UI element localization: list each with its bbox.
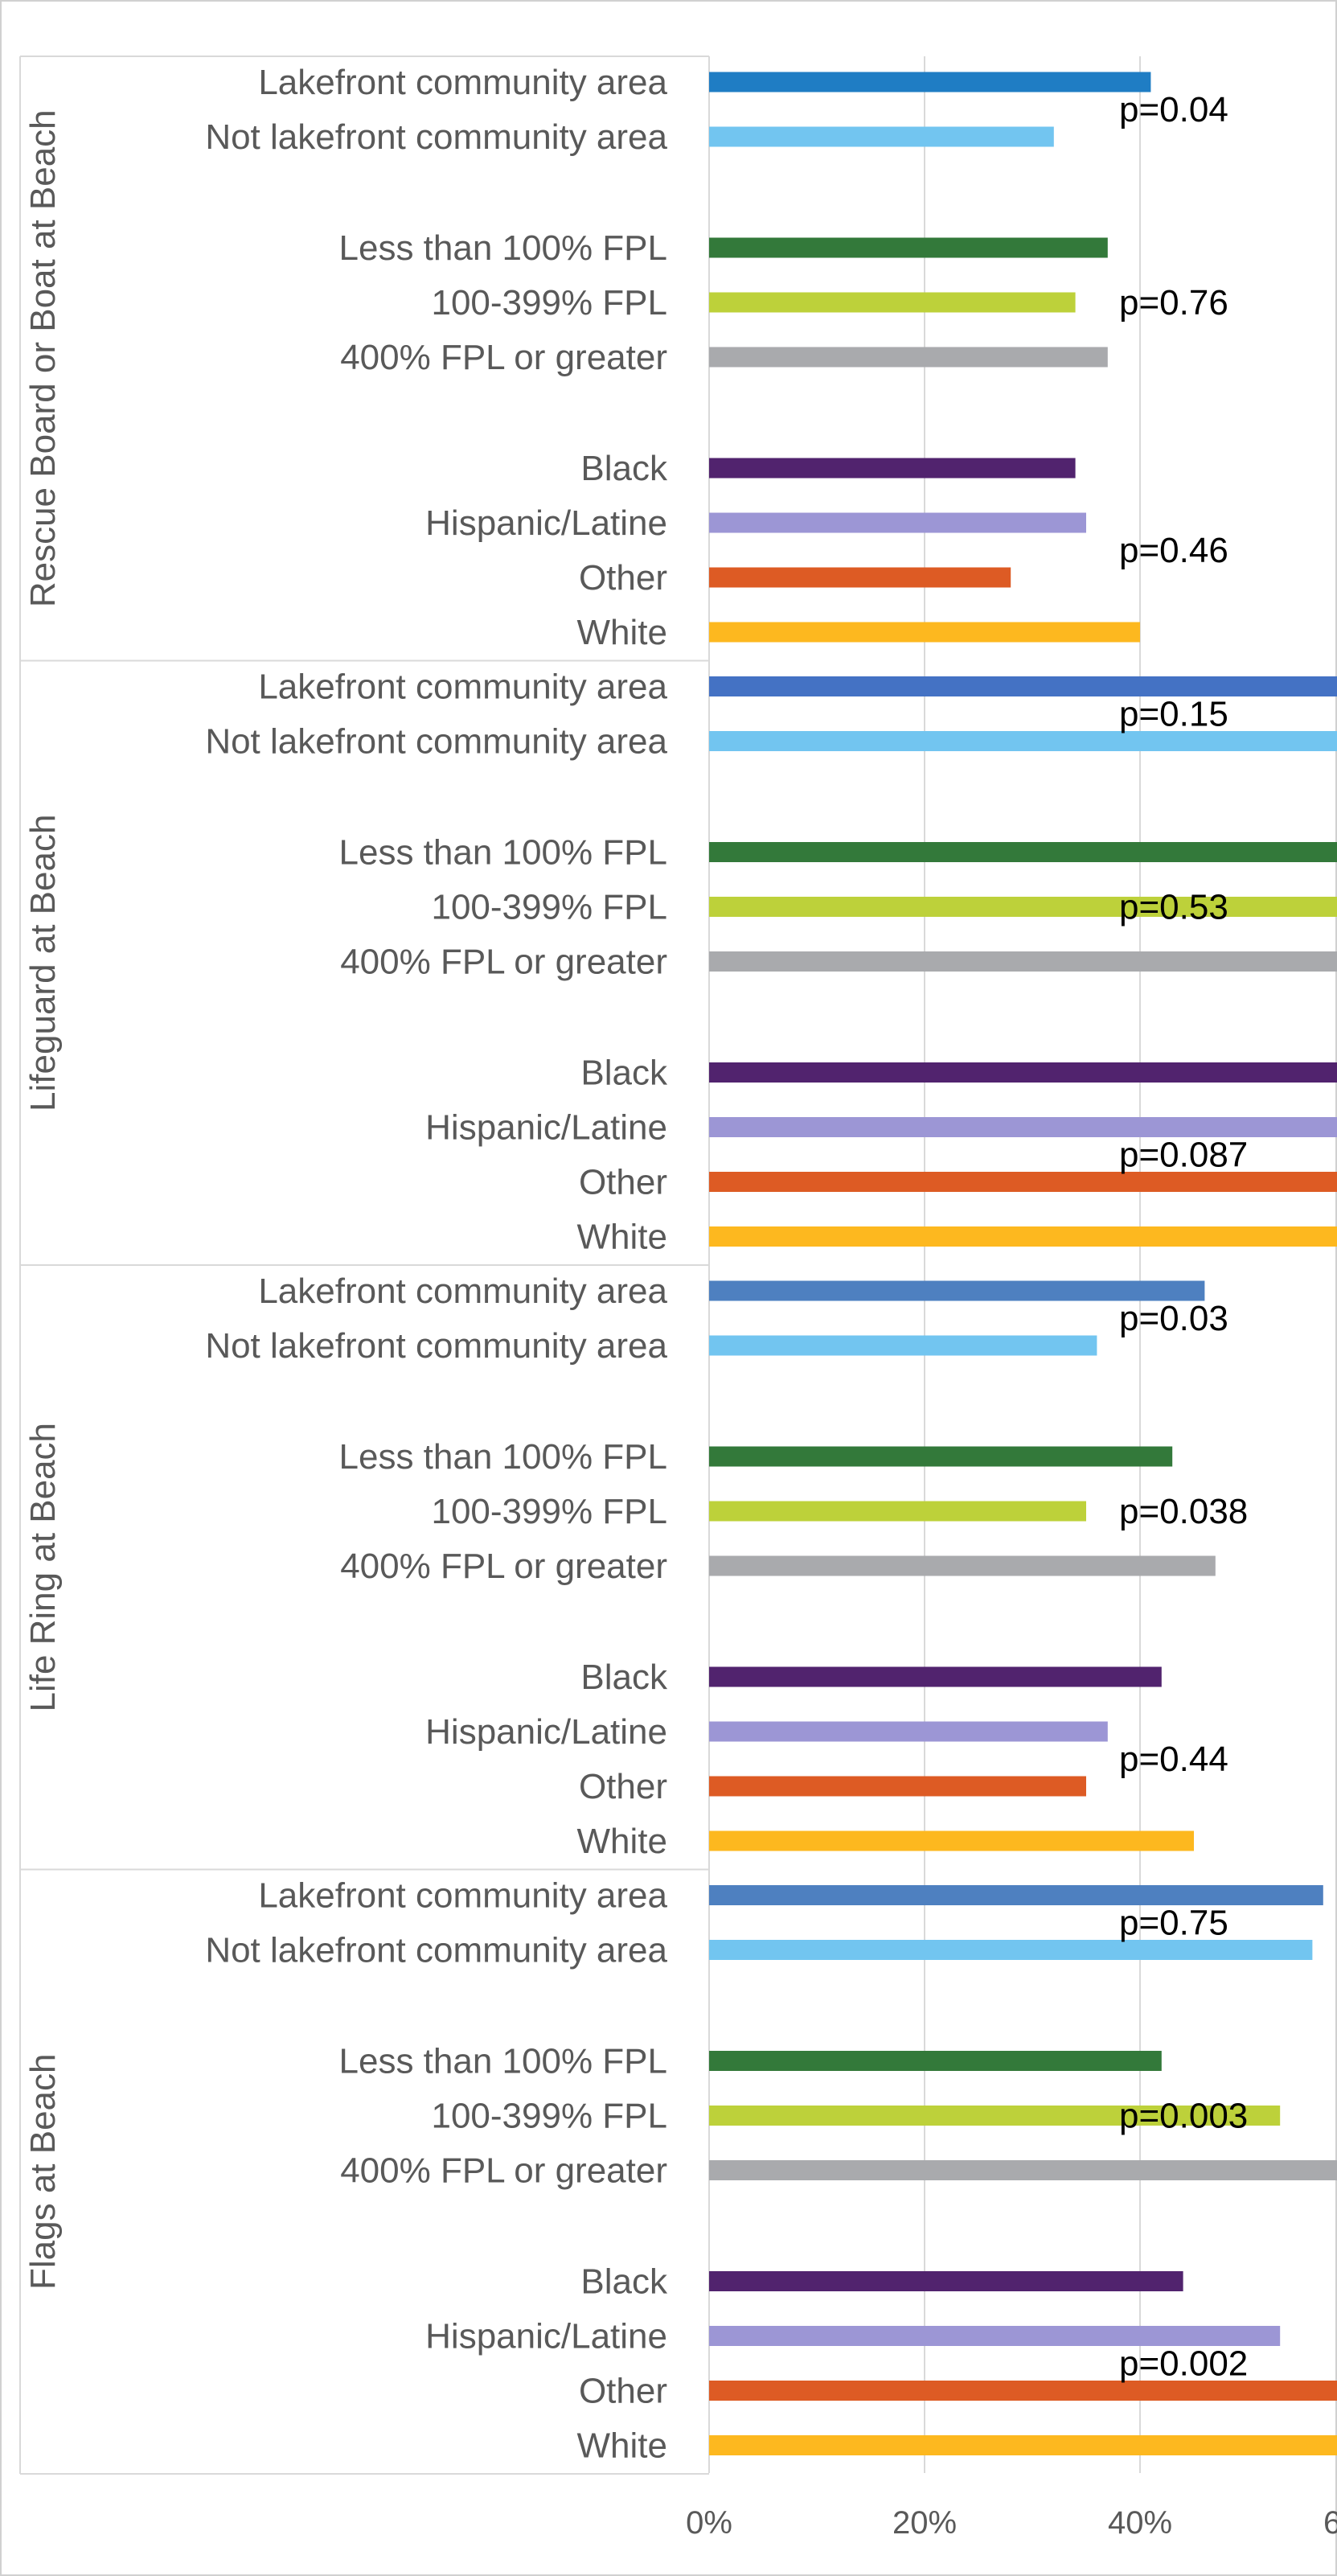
bar [709,1501,1086,1522]
category-label: Black [580,1054,668,1093]
category-label: Not lakefront community area [205,722,667,762]
bar [709,237,1108,258]
category-label: Hispanic/Latine [425,2317,667,2356]
bar [709,1721,1108,1742]
x-tick-label: 40% [1108,2505,1172,2541]
category-label: Black [580,449,668,488]
bar [709,458,1076,479]
category-label: Lakefront community area [258,668,667,707]
bar [709,1335,1097,1356]
bar [709,1555,1216,1576]
category-label: Lakefront community area [258,63,667,102]
category-label: Less than 100% FPL [339,2042,667,2081]
category-label: Black [580,1658,668,1697]
x-axis-ticks: 0%20%40%60%80%100% [686,2505,1337,2541]
x-tick-label: 0% [686,2505,732,2541]
category-label: Hispanic/Latine [425,1712,667,1752]
category-label: Less than 100% FPL [339,1437,667,1477]
bar [709,292,1076,313]
bar [709,1226,1337,1247]
p-value-label: p=0.46 [1119,531,1228,570]
category-label: 100-399% FPL [431,283,667,323]
bar [709,1776,1086,1797]
category-label: 400% FPL or greater [340,2151,667,2191]
category-label: Other [579,558,667,598]
category-label: White [577,1218,667,1257]
category-label: 100-399% FPL [431,2097,667,2136]
p-value-label: p=0.04 [1119,90,1228,129]
bar [709,897,1337,917]
category-label: White [577,1822,667,1861]
x-tick-label: 20% [892,2505,957,2541]
bar [709,2271,1183,2291]
group-label: Lifeguard at Beach [23,815,63,1111]
bar [709,1062,1337,1083]
category-label: 100-399% FPL [431,1492,667,1531]
group-labels: Rescue Board or Boat at Beach Lifeguard a… [23,109,63,2290]
category-label: Other [579,2372,667,2411]
p-value-label: p=0.44 [1119,1740,1228,1779]
bar [709,126,1054,147]
bar [709,731,1337,751]
category-label: Less than 100% FPL [339,228,667,268]
bar [709,1940,1313,1960]
bar [709,2326,1281,2346]
category-label: White [577,2426,667,2466]
p-value-label: p=0.53 [1119,888,1228,927]
category-label: 400% FPL or greater [340,338,667,377]
bar [709,2160,1337,2180]
category-label: 400% FPL or greater [340,1547,667,1586]
bar [709,347,1108,368]
category-label: 400% FPL or greater [340,943,667,982]
bar [709,1280,1205,1301]
bars [709,72,1337,2455]
bar [709,1830,1194,1851]
bar [709,622,1140,643]
category-label: Not lakefront community area [205,1931,667,1970]
category-label: Lakefront community area [258,1876,667,1916]
bar [709,1885,1323,1905]
bar [709,512,1086,533]
group-label: Life Ring at Beach [23,1423,63,1712]
bar [709,1172,1337,1192]
p-value-label: p=0.003 [1119,2097,1248,2136]
category-label: Not lakefront community area [205,1326,667,1366]
category-labels: Lakefront community area Not lakefront co… [205,63,668,2466]
bar [709,1117,1337,1137]
category-label: Other [579,1163,667,1202]
bar [709,2435,1337,2455]
category-label: 100-399% FPL [431,888,667,927]
bar [709,1666,1162,1687]
group-label: Rescue Board or Boat at Beach [23,109,63,607]
group-label: Flags at Beach [23,2054,63,2290]
bar [709,2381,1337,2401]
category-label: Hispanic/Latine [425,503,667,543]
bar [709,72,1151,92]
bar [709,2106,1281,2126]
category-label: Other [579,1767,667,1806]
bar [709,2051,1162,2071]
category-label: Hispanic/Latine [425,1108,667,1148]
p-value-label: p=0.15 [1119,695,1228,734]
p-value-label: p=0.75 [1119,1904,1228,1943]
x-tick-label: 60% [1323,2505,1337,2541]
p-value-labels: p=0.04 p=0.76 p=0.46 p=0.15 p=0.53 p=0.087 p=0… [1119,90,1248,2384]
category-label: Less than 100% FPL [339,833,667,873]
p-value-label: p=0.03 [1119,1299,1228,1338]
bar [709,951,1337,972]
p-value-label: p=0.76 [1119,283,1228,323]
category-label: Lakefront community area [258,1272,667,1311]
p-value-label: p=0.087 [1119,1136,1248,1175]
category-label: Not lakefront community area [205,117,667,157]
category-label: White [577,613,667,652]
bar [709,567,1011,588]
bar [709,676,1337,696]
p-value-label: p=0.002 [1119,2344,1248,2384]
bar [709,842,1337,862]
bar [709,1446,1173,1467]
p-value-label: p=0.038 [1119,1492,1248,1531]
category-label: Black [580,2262,668,2302]
